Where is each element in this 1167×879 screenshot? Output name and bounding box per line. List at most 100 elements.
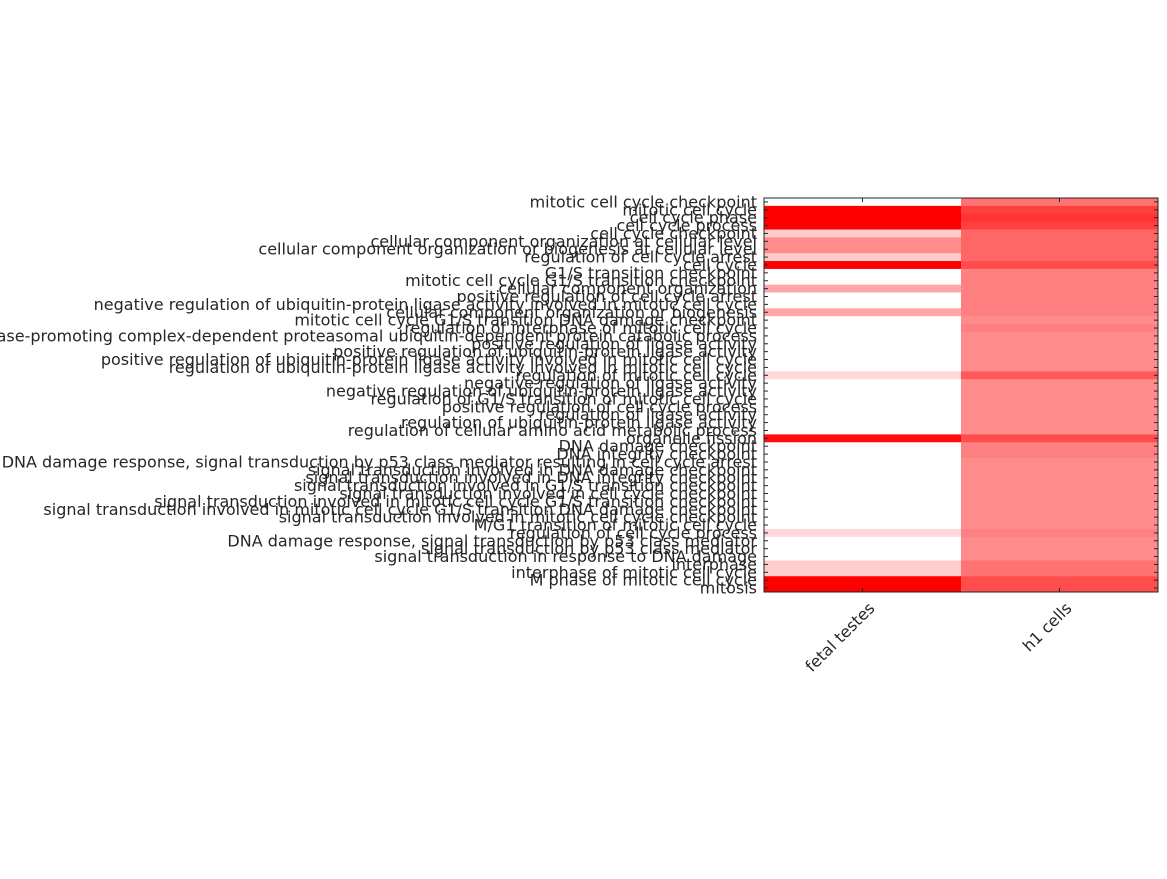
heat-cell: [961, 245, 1159, 254]
heat-cell: [961, 331, 1159, 341]
heat-cell: [961, 284, 1159, 294]
y-tick-label: cell cycle process: [616, 216, 757, 235]
heat-cell: [764, 544, 962, 554]
y-tick-label: cell cycle phase: [630, 208, 757, 227]
heat-cell: [961, 481, 1159, 491]
heat-cell: [764, 552, 962, 561]
heat-cell: [764, 253, 962, 262]
heat-cell: [764, 560, 962, 569]
heat-cell: [961, 528, 1159, 538]
y-tick-label: DNA damage response, signal transduction…: [227, 531, 757, 550]
y-tick-label: cellular component organization or bioge…: [258, 240, 757, 259]
heat-cell: [961, 363, 1159, 372]
heat-cell: [961, 536, 1159, 546]
heat-cell: [961, 387, 1159, 396]
y-tick-label: negative regulation of ligase activity: [464, 374, 757, 393]
heat-cell: [764, 237, 962, 246]
y-tick-label: DNA damage checkpoint: [559, 437, 757, 456]
y-tick-label: signal transduction in response to DNA d…: [374, 547, 757, 566]
heat-cell: [764, 331, 962, 341]
heat-cell: [764, 276, 962, 286]
y-tick-label: negative regulation of ubiquitin-protein…: [94, 295, 757, 314]
y-tick-label: regulation of ligase activity: [539, 405, 757, 424]
heat-cell: [764, 450, 962, 459]
heat-cell: [961, 316, 1159, 325]
y-tick-label: regulation of interphase of mitotic cell…: [404, 319, 757, 338]
heat-cell: [961, 465, 1159, 475]
heat-cell: [961, 552, 1159, 561]
heat-cell: [764, 528, 962, 538]
y-tick-label: signal transduction involved in cell cyc…: [339, 484, 757, 503]
heat-cell: [961, 229, 1159, 238]
heat-cell: [961, 544, 1159, 554]
heat-cell: [764, 229, 962, 238]
heat-cell: [764, 308, 962, 317]
plot-frame: [763, 197, 1159, 593]
heat-cell: [764, 505, 962, 514]
heat-cell: [764, 434, 962, 443]
heat-cell: [764, 402, 962, 412]
y-tick-label: interphase: [671, 555, 757, 574]
heat-cell: [764, 395, 962, 404]
heat-cell: [961, 395, 1159, 404]
heat-cell: [961, 402, 1159, 412]
heat-cell: [764, 481, 962, 491]
y-tick-label: cellular component organization: [498, 279, 757, 298]
heat-cell: [961, 458, 1159, 467]
y-tick-label: mitotic cell cycle checkpoint: [530, 192, 757, 211]
y-tick-label: signal transduction involved in mitotic …: [154, 492, 757, 511]
y-tick-label: cell cycle checkpoint: [590, 224, 757, 243]
y-tick-label: regulation of cellular amino acid metabo…: [348, 421, 757, 440]
heat-cell: [961, 347, 1159, 357]
heat-cell: [764, 497, 962, 506]
y-tick-label: positive regulation of cell cycle arrest: [456, 287, 757, 306]
heat-cell: [961, 576, 1159, 585]
heat-cell: [961, 434, 1159, 443]
heat-cell: [961, 560, 1159, 569]
heat-cell: [764, 205, 962, 215]
heat-cell: [764, 387, 962, 396]
x-tick-label: h1 cells: [1019, 599, 1076, 656]
y-tick-label: negative regulation of ubiquitin-protein…: [326, 382, 757, 401]
y-tick-label: G1/S transition checkpoint: [545, 263, 757, 282]
y-tick-label: interphase of mitotic cell cycle: [511, 563, 757, 582]
heat-cell: [764, 284, 962, 294]
heat-cell: [764, 371, 962, 380]
heat-cell: [961, 205, 1159, 215]
heat-cell: [961, 379, 1159, 388]
heat-cell: [961, 253, 1159, 262]
heat-cell: [764, 465, 962, 475]
heat-cell: [764, 442, 962, 451]
y-tick-label: DNA integrity checkpoint: [556, 445, 757, 464]
heat-cell: [764, 221, 962, 231]
heat-cell: [961, 497, 1159, 506]
y-tick-label: mitosis: [700, 579, 757, 598]
heat-cell: [961, 308, 1159, 317]
heat-cell: [961, 237, 1159, 246]
heat-cell: [961, 371, 1159, 380]
y-tick-label: M/G1 transition of mitotic cell cycle: [474, 516, 757, 535]
y-tick-label: mitotic cell cycle: [622, 200, 757, 219]
y-tick-label: signal transduction involved in DNA dama…: [308, 460, 757, 479]
heat-cell: [961, 442, 1159, 451]
heat-cell: [764, 316, 962, 325]
x-tick-label: fetal testes: [801, 599, 878, 676]
heat-cell: [764, 355, 962, 364]
heat-cell: [961, 450, 1159, 459]
heat-cell: [764, 261, 962, 270]
y-tick-label: regulation of ubiquitin-protein ligase a…: [401, 413, 757, 432]
y-tick-label: M phase of mitotic cell cycle: [530, 571, 757, 590]
heat-cell: [961, 521, 1159, 530]
y-tick-label: signal transduction by p53 class mediato…: [421, 539, 757, 558]
y-tick-label: cell cycle: [683, 255, 757, 274]
heat-cell: [961, 410, 1159, 420]
y-tick-label: regulation of cell cycle process: [510, 523, 757, 542]
y-tick-label: mitotic cell cycle G1/S transition DNA d…: [294, 311, 757, 330]
heat-cell: [764, 268, 962, 278]
y-tick-label: mitotic cell cycle G1/S transition check…: [405, 271, 757, 290]
heat-cell: [961, 292, 1159, 301]
heat-cell: [764, 213, 962, 223]
heat-cell: [961, 355, 1159, 364]
